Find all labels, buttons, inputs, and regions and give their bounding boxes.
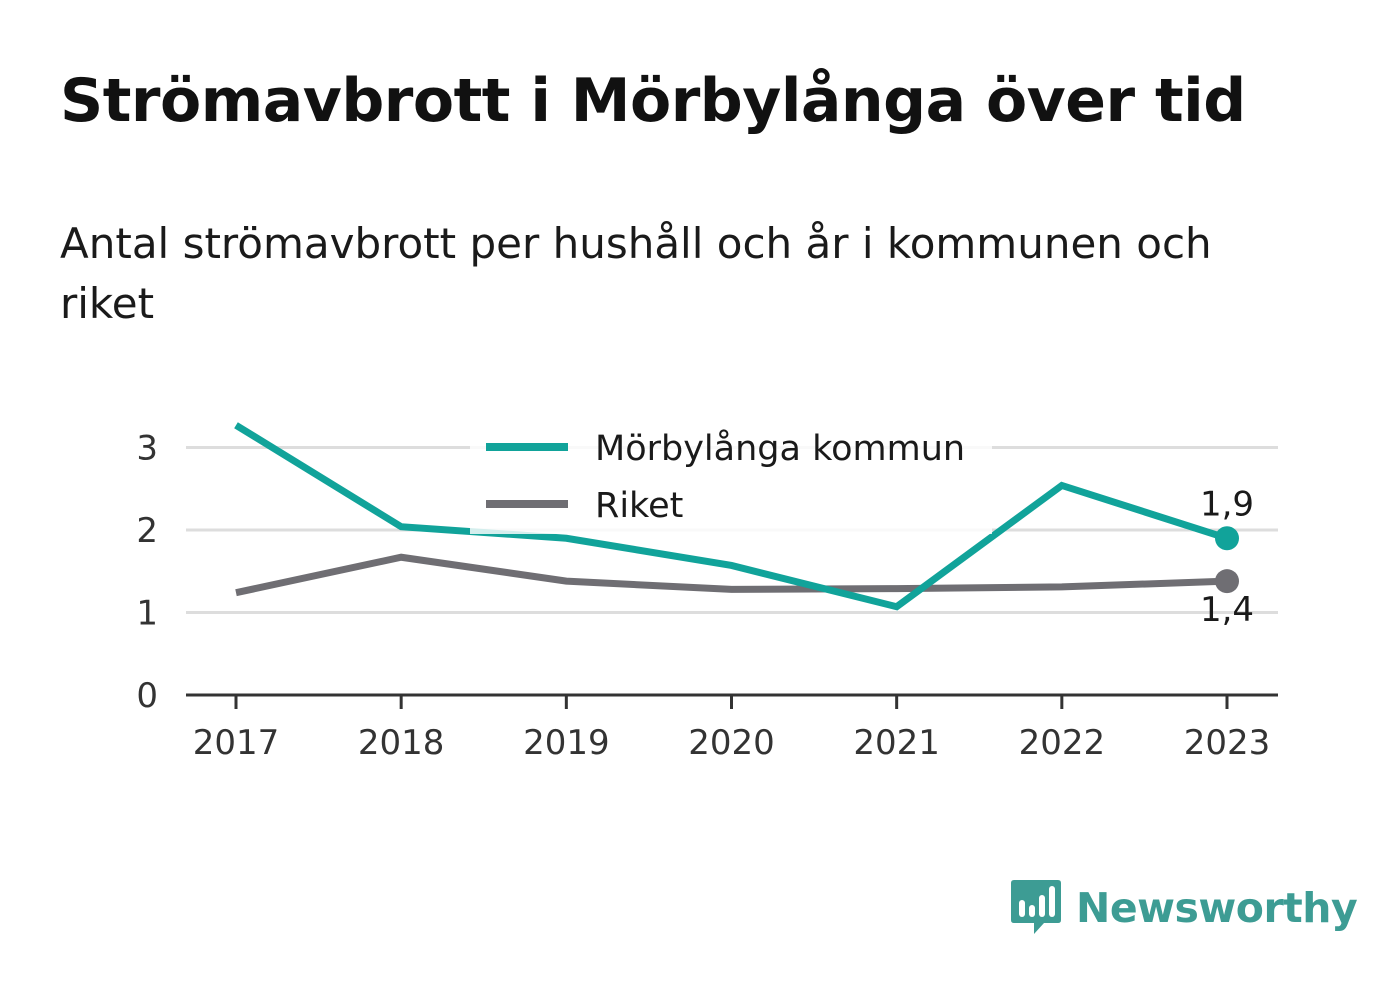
x-tick-label: 2017: [193, 723, 280, 763]
x-tick-label: 2019: [523, 723, 610, 763]
x-tick-label: 2018: [358, 723, 445, 763]
bar-chart-logo-icon: [1011, 880, 1061, 934]
legend: Mörbylånga kommun Riket: [470, 418, 992, 534]
x-tick-label: 2021: [853, 723, 940, 763]
y-tick-label: 1: [136, 594, 158, 634]
end-labels: 1,9 1,4: [1200, 484, 1254, 630]
brand-name: Newsworthy: [1076, 884, 1358, 932]
series-end-label: 1,9: [1200, 484, 1254, 524]
chart-title: Strömavbrott i Mörbylånga över tid: [60, 66, 1246, 136]
x-axis: 2017 2018 2019 2020 2021 2022 2023: [186, 693, 1278, 763]
newsworthy-logo: Newsworthy: [1010, 878, 1358, 938]
series-end-point: [1215, 526, 1239, 551]
series-end-label: 1,4: [1200, 590, 1254, 630]
series-line: [234, 422, 1229, 611]
y-tick-label: 2: [136, 511, 158, 551]
x-tick-label: 2020: [688, 723, 775, 763]
y-tick-label: 3: [136, 429, 158, 469]
series-end-point: [1215, 569, 1239, 594]
series-lines: [234, 422, 1239, 611]
legend-entry: Riket: [595, 486, 683, 526]
legend-background: [470, 418, 992, 534]
chart-subtitle: Antal strömavbrott per hushåll och år i …: [60, 219, 1212, 328]
legend-entry: Mörbylånga kommun: [595, 428, 965, 469]
x-tick-label: 2023: [1184, 723, 1271, 763]
x-tick-label: 2022: [1019, 723, 1106, 763]
y-tick-label: 0: [136, 676, 158, 716]
series-line: [235, 553, 1228, 597]
